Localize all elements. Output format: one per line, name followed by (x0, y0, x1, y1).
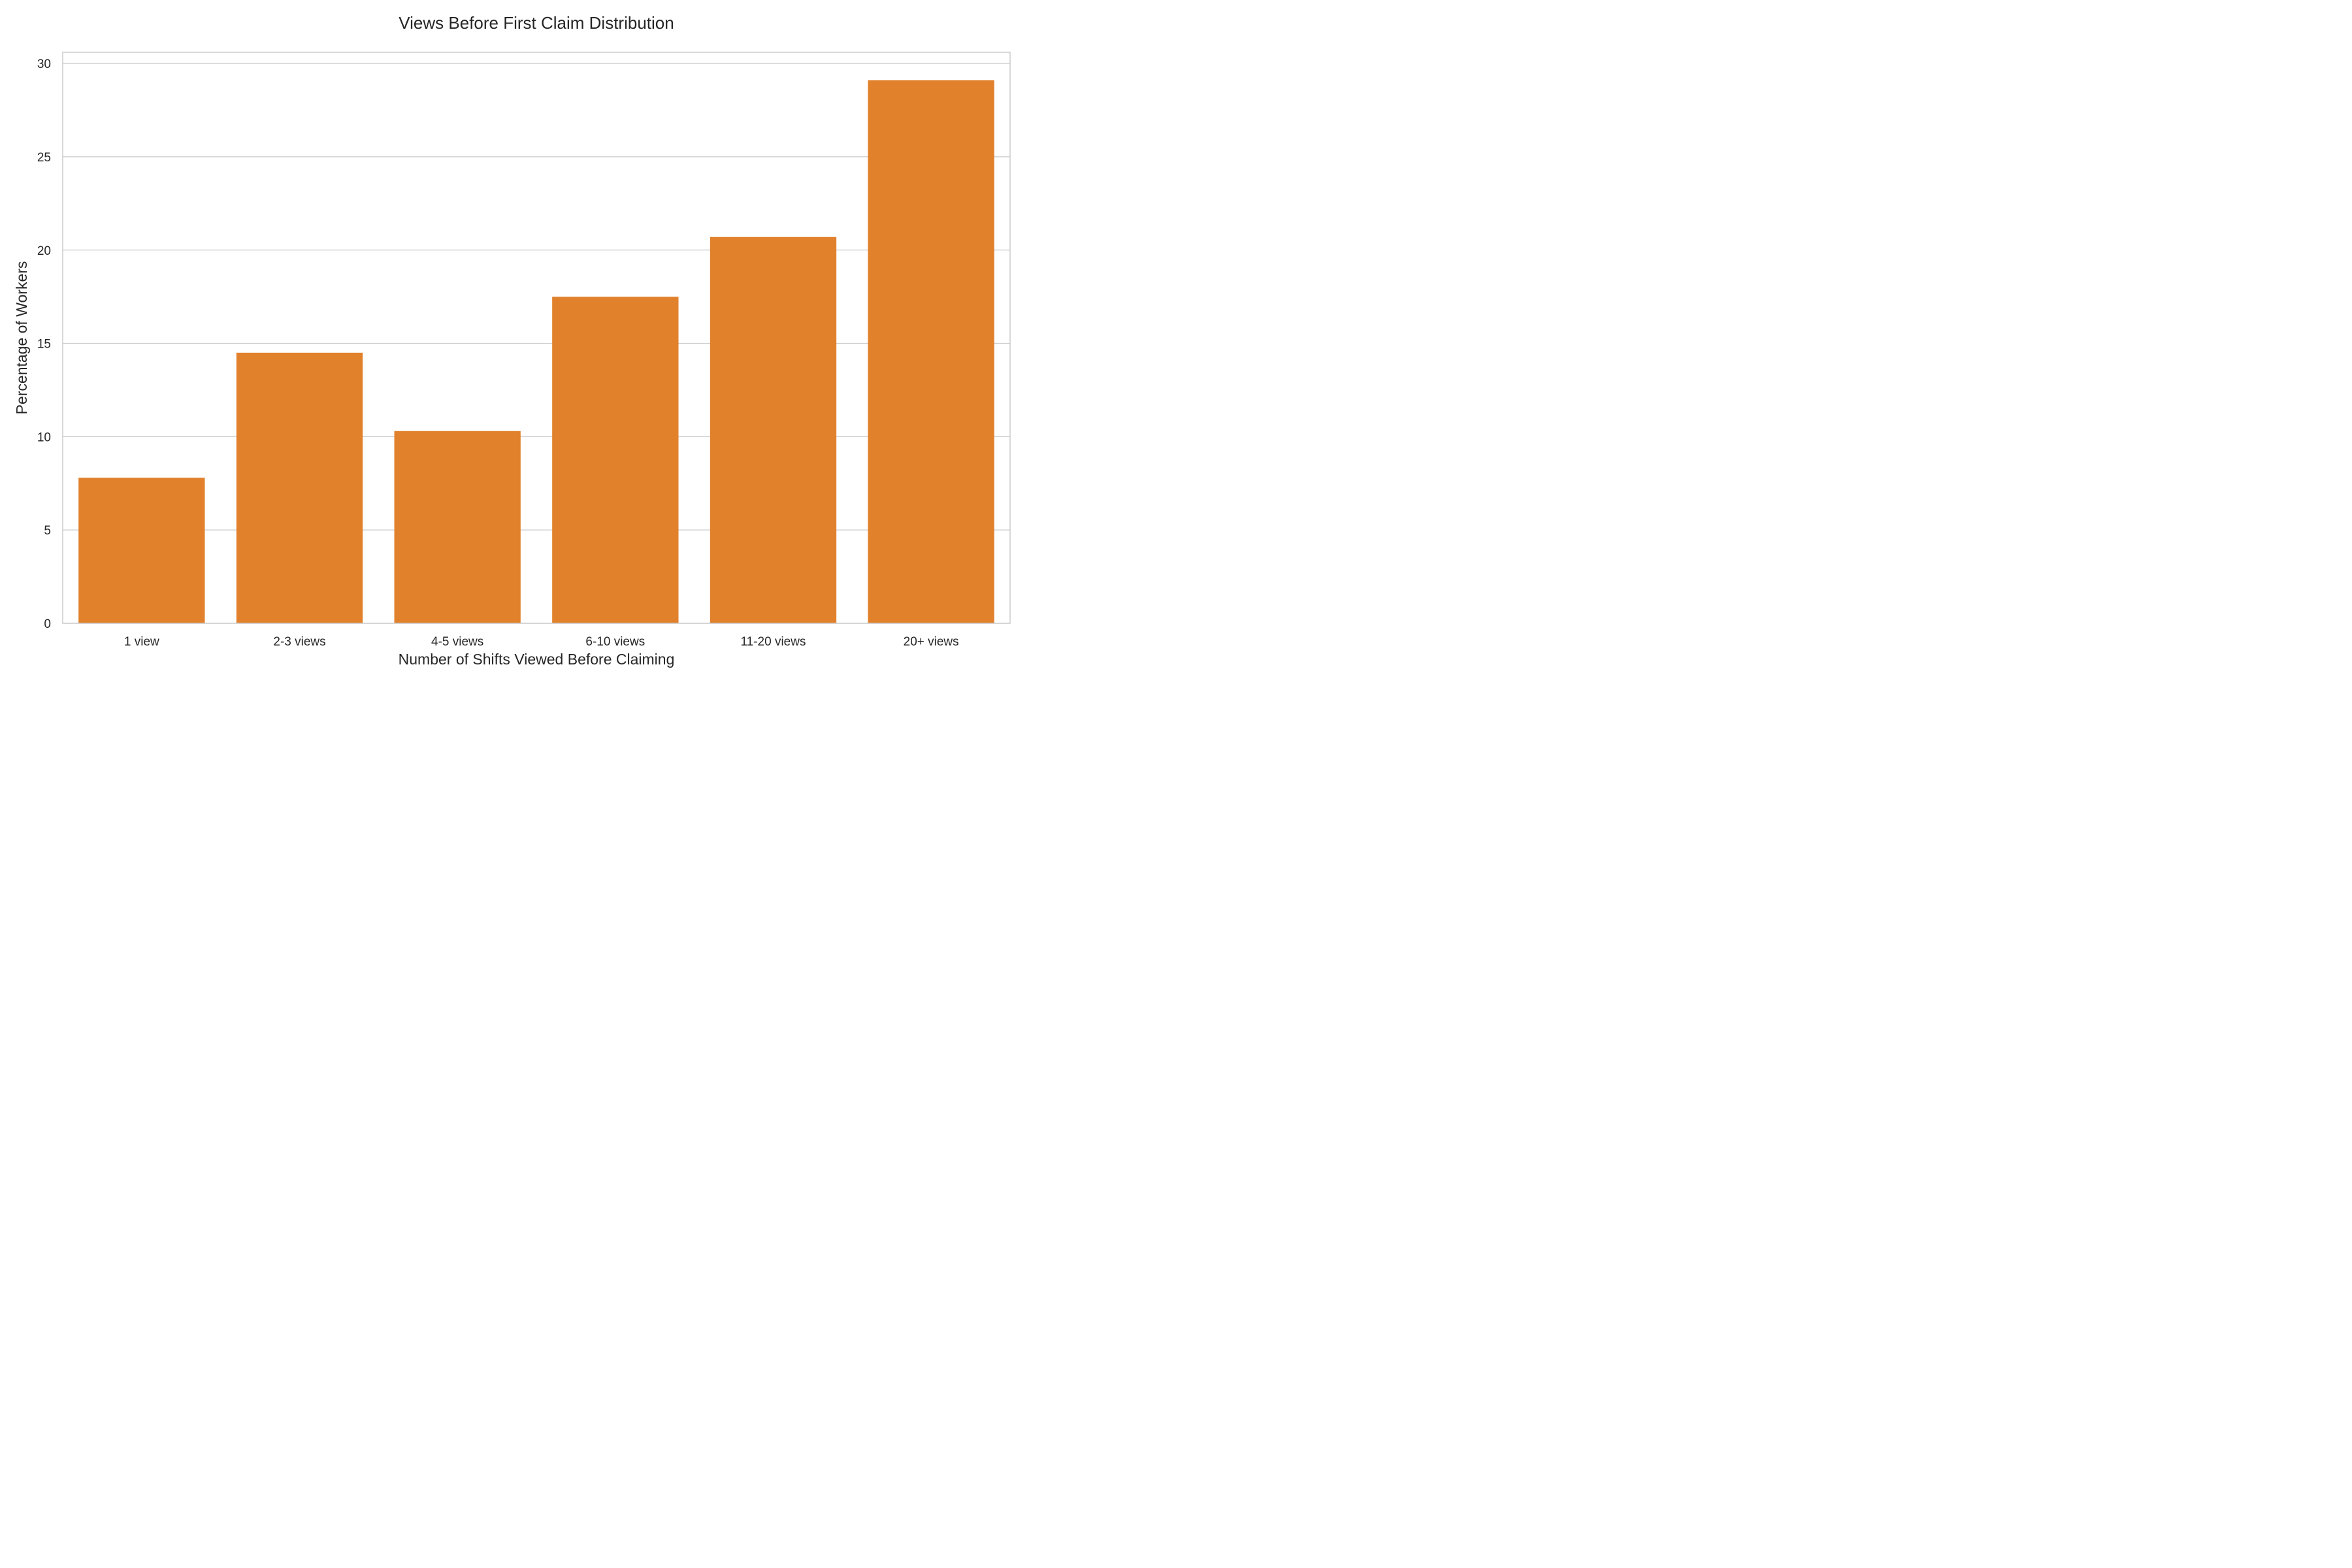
x-tick-label: 6-10 views (585, 635, 645, 649)
y-tick-label: 30 (37, 57, 51, 71)
bar-11-20-views (710, 237, 837, 623)
x-tick-label: 2-3 views (273, 635, 325, 649)
bar-1-view (78, 478, 205, 623)
y-tick-label: 10 (37, 431, 51, 444)
bar-20-views (868, 80, 994, 623)
y-tick-label: 5 (44, 524, 51, 538)
bar-6-10-views (552, 297, 679, 623)
x-tick-labels: 1 view 2-3 views 4-5 views 6-10 views 11-20 … (124, 635, 959, 649)
x-tick-label: 20+ views (904, 635, 959, 649)
y-axis-title: Percentage of Workers (13, 261, 30, 415)
y-tick-label: 25 (37, 151, 51, 165)
y-tick-label: 15 (37, 338, 51, 351)
y-tick-label: 0 (44, 617, 51, 631)
x-axis-title: Number of Shifts Viewed Before Claiming (399, 651, 675, 668)
bars (78, 80, 994, 623)
plot-frame (62, 52, 1011, 624)
y-gridlines (63, 63, 1010, 624)
y-tick-labels: 0 5 10 15 20 25 30 (37, 57, 51, 631)
bar-2-3-views (236, 352, 363, 623)
x-tick-label: 11-20 views (741, 635, 806, 649)
y-tick-label: 20 (37, 244, 51, 258)
bar-4-5-views (394, 431, 521, 623)
chart-title: Views Before First Claim Distribution (399, 13, 674, 33)
x-tick-label: 4-5 views (431, 635, 483, 649)
bar-chart: 0 5 10 15 20 25 30 1 view 2-3 views 4-5 views 6-1… (13, 13, 1011, 668)
x-tick-label: 1 view (124, 635, 159, 649)
